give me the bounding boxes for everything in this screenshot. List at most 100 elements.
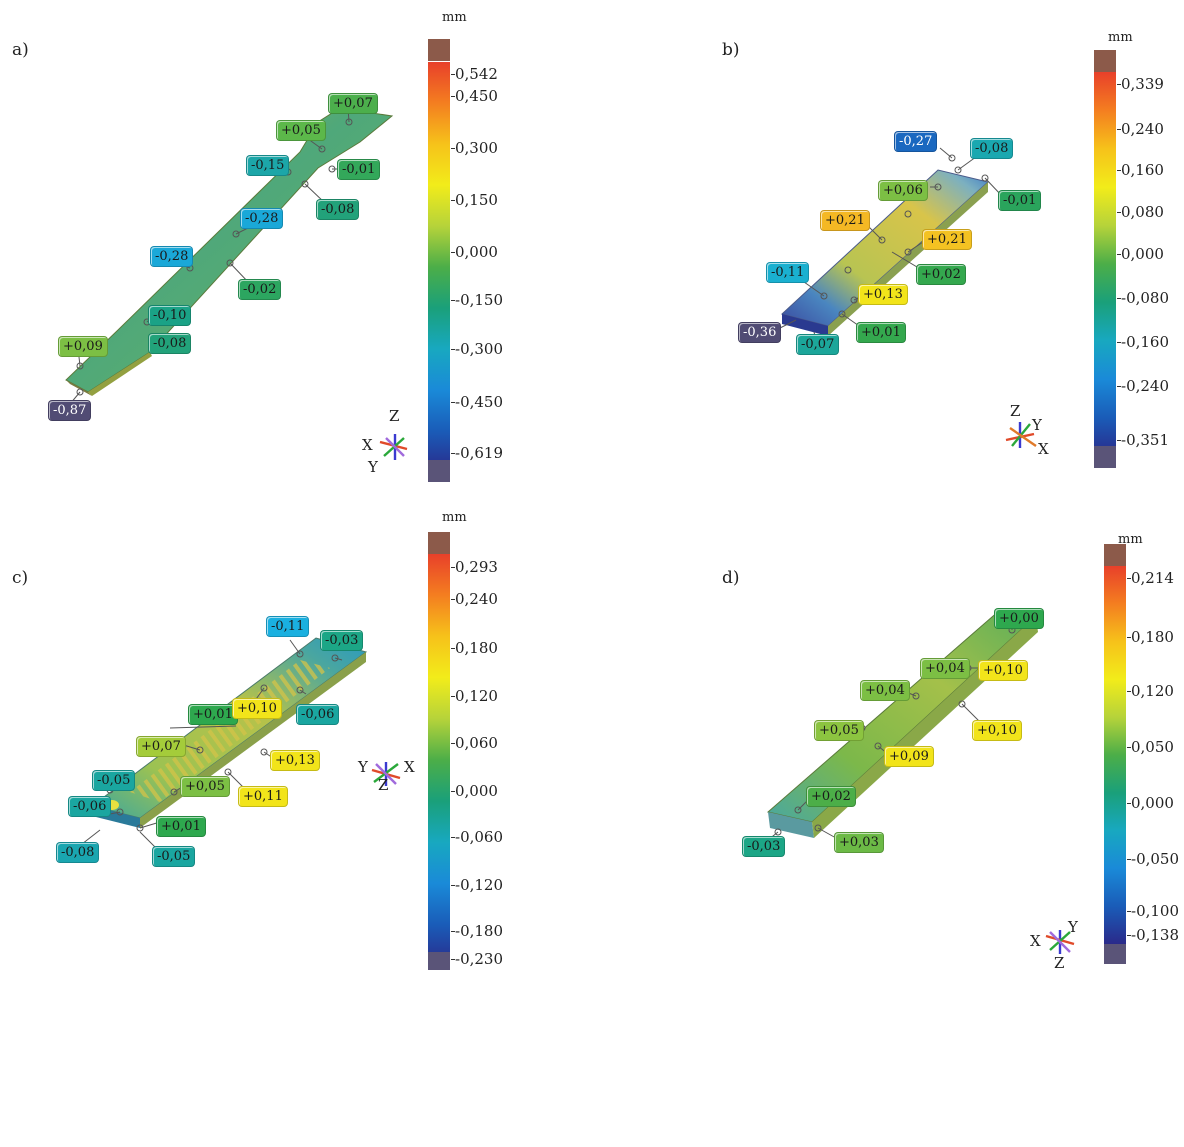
- deviation-callout: +0,09: [58, 336, 108, 357]
- deviation-callout: -0,05: [92, 770, 136, 791]
- scale-tick: 0,060: [451, 734, 498, 752]
- deviation-callout: +0,07: [136, 736, 186, 757]
- deviation-callout: -0,05: [152, 846, 196, 867]
- deviation-callout: +0,00: [994, 608, 1044, 629]
- scale-gradient: [1104, 566, 1126, 944]
- scale-tick: 0,000: [1117, 245, 1164, 263]
- scale-tick: 0,180: [451, 639, 498, 657]
- deviation-callout: -0,15: [246, 155, 290, 176]
- scale-tick: -0,050: [1126, 850, 1180, 868]
- scale-tick: 0,050: [1127, 738, 1174, 756]
- scale-unit: mm: [442, 510, 467, 525]
- scale-tick: 0,214: [1127, 569, 1174, 587]
- axis-label: X: [1038, 440, 1049, 458]
- panel-a: a) +0,07 +0,05 -0,15 -0,01 -0,0: [0, 0, 590, 490]
- scale-tick: -0,160: [1116, 333, 1170, 351]
- scale-tick: -0,180: [450, 922, 504, 940]
- axis-label: Y: [1032, 416, 1042, 434]
- scale-cap-top: [1104, 544, 1126, 566]
- deviation-callout: +0,10: [972, 720, 1022, 741]
- deviation-callout: -0,08: [970, 138, 1014, 159]
- deviation-callout: +0,21: [922, 229, 972, 250]
- scale-cap-top: [1094, 50, 1116, 72]
- deviation-callout: -0,02: [238, 279, 282, 300]
- axis-label: Y: [368, 458, 378, 476]
- deviation-callout: +0,10: [978, 660, 1028, 681]
- deviation-callout: -0,36: [738, 322, 782, 343]
- deviation-callout: +0,10: [232, 698, 282, 719]
- panel-label: d): [722, 568, 740, 588]
- scale-tick: 0,240: [451, 590, 498, 608]
- deviation-callout: +0,04: [920, 658, 970, 679]
- deviation-callout: +0,01: [188, 704, 238, 725]
- deviation-callout: +0,02: [916, 264, 966, 285]
- scale-tick: 0,339: [1117, 75, 1164, 93]
- scale-tick: -0,138: [1126, 926, 1180, 944]
- scale-tick: 0,000: [1127, 794, 1174, 812]
- scale-gradient: [428, 554, 450, 966]
- deviation-callout: -0,87: [48, 400, 92, 421]
- deviation-callout: +0,01: [156, 816, 206, 837]
- scale-cap-bottom: [1104, 944, 1126, 964]
- panel-c: c): [0, 492, 590, 985]
- scale-tick: 0,240: [1117, 120, 1164, 138]
- panel-label: b): [722, 40, 740, 60]
- scale-tick: 0,160: [1117, 161, 1164, 179]
- scale-tick: -0,150: [450, 291, 504, 309]
- scale-tick: 0,000: [451, 243, 498, 261]
- scale-tick: -0,100: [1126, 902, 1180, 920]
- deviation-callout: +0,05: [180, 776, 230, 797]
- deviation-callout: +0,03: [834, 832, 884, 853]
- deviation-callout: -0,08: [56, 842, 100, 863]
- scale-tick: -0,351: [1116, 431, 1170, 449]
- scale-tick: -0,230: [450, 950, 504, 968]
- scale-unit: mm: [1118, 532, 1143, 547]
- deviation-callout: +0,09: [884, 746, 934, 767]
- scale-tick: -0,450: [450, 393, 504, 411]
- deviation-callout: -0,03: [320, 630, 364, 651]
- deviation-callout: +0,13: [270, 750, 320, 771]
- deviation-callout: -0,06: [296, 704, 340, 725]
- scale-tick: 0,450: [451, 87, 498, 105]
- scale-tick: 0,080: [1117, 203, 1164, 221]
- scale-unit: mm: [442, 10, 467, 25]
- deviation-callout: -0,10: [148, 305, 192, 326]
- axis-label: Y: [1068, 918, 1078, 936]
- deviation-callout: -0,28: [150, 246, 194, 267]
- axis-label: Z: [389, 407, 400, 425]
- axis-label: X: [1030, 932, 1041, 950]
- panel-label: c): [12, 568, 29, 588]
- deviation-callout: +0,13: [858, 284, 908, 305]
- deviation-callout: +0,06: [878, 180, 928, 201]
- deviation-callout: +0,04: [860, 680, 910, 701]
- deviation-callout: +0,01: [856, 322, 906, 343]
- scale-tick: -0,240: [1116, 377, 1170, 395]
- deviation-callout: +0,11: [238, 786, 288, 807]
- deviation-callout: -0,11: [266, 616, 310, 637]
- scale-tick: 0,150: [451, 191, 498, 209]
- scale-tick: 0,300: [451, 139, 498, 157]
- panel-d: d) +0,00 +0,04 +0,10 +0,04 +0,05 +0,10 +…: [592, 492, 1184, 985]
- deviation-callout: -0,06: [68, 796, 112, 817]
- deviation-callout: +0,02: [806, 786, 856, 807]
- axis-label: Z: [1054, 954, 1065, 972]
- scale-gradient: [1094, 72, 1116, 456]
- deviation-callout: +0,05: [814, 720, 864, 741]
- deviation-callout: +0,21: [820, 210, 870, 231]
- deviation-callout: -0,08: [148, 333, 192, 354]
- deviation-callout: -0,27: [894, 131, 938, 152]
- axis-label: Z: [1010, 402, 1021, 420]
- axis-label: Y: [358, 758, 368, 776]
- scale-cap-bottom: [428, 952, 450, 970]
- deviation-callout: -0,01: [337, 159, 381, 180]
- axis-label: X: [404, 758, 415, 776]
- deviation-callout: -0,28: [240, 208, 284, 229]
- scale-tick: -0,300: [450, 340, 504, 358]
- scale-tick: 0,120: [451, 687, 498, 705]
- scale-cap-bottom: [428, 460, 450, 482]
- scale-tick: 0,000: [451, 782, 498, 800]
- scale-tick: -0,080: [1116, 289, 1170, 307]
- deviation-callout: -0,01: [998, 190, 1042, 211]
- scale-tick: 0,542: [451, 65, 498, 83]
- deviation-callout: -0,08: [316, 199, 360, 220]
